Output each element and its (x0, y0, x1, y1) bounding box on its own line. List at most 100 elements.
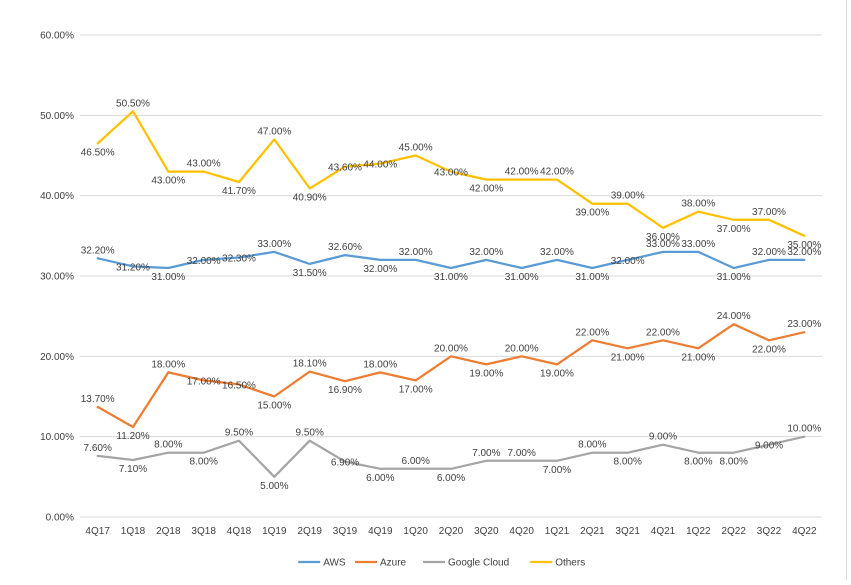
data-label-google-cloud: 7.10% (119, 464, 147, 475)
data-label-google-cloud: 8.00% (578, 440, 606, 451)
data-label-others: 43.00% (151, 176, 185, 187)
data-label-aws: 32.00% (469, 247, 503, 258)
data-label-azure: 20.00% (505, 343, 539, 354)
x-tick-label: 3Q21 (615, 526, 640, 537)
data-label-aws: 33.00% (681, 239, 715, 250)
data-label-aws: 31.00% (505, 272, 539, 283)
data-label-others: 50.50% (116, 98, 150, 109)
data-labels: 32.20%31.20%31.00%32.00% 32.30%33.00%31.5… (81, 98, 822, 492)
data-label-others: 42.00% (505, 167, 539, 178)
data-label-azure: 19.00% (469, 368, 503, 379)
data-label-others: 38.00% (681, 199, 715, 210)
data-label-google-cloud: 6.00% (366, 473, 394, 484)
legend-item-google-cloud: Google Cloud (423, 558, 509, 569)
data-label-aws: 31.00% (575, 272, 609, 283)
data-label-others: 39.00% (575, 208, 609, 219)
frame-edge (846, 0, 847, 580)
legend-label: AWS (323, 558, 346, 569)
x-tick-label: 3Q18 (191, 526, 216, 537)
data-label-others: 37.00% (752, 207, 786, 218)
x-tick-label: 1Q22 (686, 526, 711, 537)
data-label-others: 43.60% (328, 163, 362, 174)
legend-label: Others (555, 558, 585, 569)
data-label-azure: 19.00% (540, 368, 574, 379)
data-label-others: 37.00% (717, 224, 751, 235)
data-label-azure: 22.00% (646, 327, 680, 338)
series-line-azure (96, 323, 806, 429)
legend-item-azure: Azure (355, 558, 407, 569)
x-tick-label: 4Q19 (368, 526, 393, 537)
legend-item-others: Others (530, 558, 585, 569)
data-label-google-cloud: 10.00% (787, 424, 821, 435)
data-label-google-cloud: 9.50% (225, 428, 253, 439)
data-label-aws: 32.00% (787, 247, 821, 258)
x-tick-label: 4Q20 (509, 526, 534, 537)
data-label-azure: 16.90% (328, 385, 362, 396)
x-tick-label: 1Q20 (403, 526, 428, 537)
x-tick-label: 4Q21 (651, 526, 676, 537)
data-label-aws: 32.30% (222, 254, 256, 265)
data-label-google-cloud: 8.00% (613, 457, 641, 468)
data-label-google-cloud: 6.00% (437, 473, 465, 484)
data-label-aws: 33.00% (257, 239, 291, 250)
data-label-aws: 31.20% (116, 262, 150, 273)
data-label-others: 41.70% (222, 186, 256, 197)
data-label-azure: 22.00% (575, 327, 609, 338)
data-label-azure: 23.00% (787, 319, 821, 330)
data-label-azure: 24.00% (717, 311, 751, 322)
data-label-aws: 31.00% (717, 272, 751, 283)
data-label-others: 47.00% (257, 126, 291, 137)
x-tick-label: 1Q18 (121, 526, 146, 537)
data-label-azure: 11.20% (116, 431, 149, 442)
y-tick-label: 20.00% (40, 352, 74, 363)
data-label-google-cloud: 7.00% (543, 465, 571, 476)
data-label-azure: 20.00% (434, 343, 468, 354)
data-label-aws: 32.00% (187, 256, 221, 267)
data-label-azure: 18.00% (363, 359, 397, 370)
data-label-azure: 22.00% (752, 344, 786, 355)
y-tick-label: 50.00% (40, 111, 74, 122)
data-label-others: 46.50% (81, 147, 115, 158)
data-label-aws: 32.00% (540, 247, 574, 258)
data-label-azure: 21.00% (611, 352, 645, 363)
x-tick-label: 2Q18 (156, 526, 181, 537)
data-label-aws: 32.20% (81, 245, 115, 256)
series-line-aws (96, 250, 806, 270)
data-label-google-cloud: 9.00% (755, 441, 783, 452)
x-tick-label: 4Q18 (227, 526, 252, 537)
series-lines (96, 110, 806, 478)
x-tick-label: 2Q19 (297, 526, 322, 537)
legend: AWS Azure Google Cloud Others (298, 558, 585, 569)
data-label-aws: 32.00% (752, 247, 786, 258)
data-label-azure: 17.00% (399, 384, 433, 395)
legend-item-aws: AWS (298, 558, 346, 569)
x-tick-label: 4Q22 (792, 526, 817, 537)
legend-label: Google Cloud (448, 558, 509, 569)
data-label-others: 42.00% (469, 184, 503, 195)
data-label-google-cloud: 8.00% (189, 457, 217, 468)
series-line-others (96, 110, 806, 237)
data-label-google-cloud: 8.00% (154, 440, 182, 451)
y-tick-label: 10.00% (40, 432, 74, 443)
data-label-aws: 31.50% (293, 268, 327, 279)
data-label-azure: 13.70% (81, 394, 115, 405)
x-tick-label: 2Q22 (721, 526, 746, 537)
data-label-others: 36.00% (646, 232, 680, 243)
series-line-google-cloud (96, 435, 806, 478)
x-tick-label: 1Q19 (262, 526, 287, 537)
data-label-aws: 32.00% (611, 256, 645, 267)
data-label-google-cloud: 7.00% (507, 448, 535, 459)
data-label-google-cloud: 9.00% (649, 432, 677, 443)
data-label-others: 39.00% (611, 191, 645, 202)
y-tick-label: 40.00% (40, 191, 74, 202)
x-tick-label: 4Q17 (85, 526, 110, 537)
data-label-azure: 17.00% (187, 376, 221, 387)
y-tick-label: 30.00% (40, 272, 74, 283)
data-label-others: 43.00% (187, 159, 221, 170)
y-tick-label: 0.00% (46, 513, 74, 524)
data-label-aws: 31.00% (151, 272, 185, 283)
data-label-google-cloud: 9.50% (295, 428, 323, 439)
legend-label: Azure (380, 558, 407, 569)
